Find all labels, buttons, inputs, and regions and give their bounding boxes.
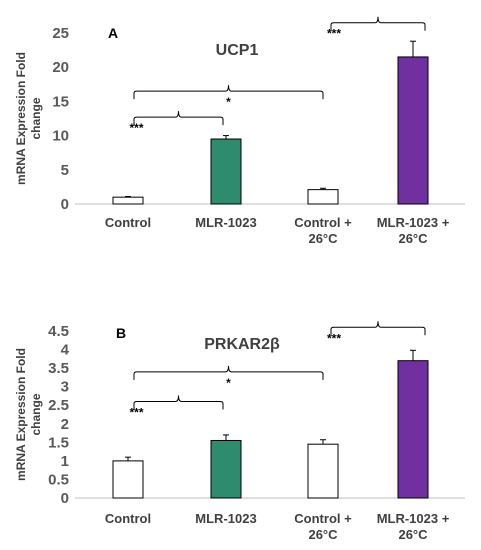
chart-title: UCP1 bbox=[216, 42, 259, 59]
y-tick-label: 1 bbox=[61, 453, 69, 470]
x-tick-label-line: Control bbox=[105, 511, 151, 526]
significance-bracket bbox=[330, 321, 426, 336]
x-tick-label: Control +26°C bbox=[294, 511, 352, 542]
chart-panel-b: B PRKAR2β mRNA Expression Foldchange 0 0.51 1… bbox=[14, 321, 465, 542]
significance-label: * bbox=[226, 95, 231, 109]
x-tick-label: Control bbox=[105, 215, 151, 230]
y-tick-label: 3.5 bbox=[48, 360, 69, 377]
x-tick-label-line: 26°C bbox=[398, 231, 428, 246]
x-tick-label-line: Control bbox=[105, 215, 151, 230]
chart-panel-a: A UCP1 mRNA Expression Foldchange 0 5 10 15 20 2… bbox=[14, 16, 465, 246]
bar bbox=[397, 56, 429, 205]
y-axis-label: mRNA Expression Foldchange bbox=[14, 348, 43, 481]
y-axis-label-line: mRNA Expression Fold bbox=[14, 348, 28, 481]
x-tick-label-line: 26°C bbox=[398, 527, 428, 542]
y-tick-label: 0.5 bbox=[48, 471, 69, 488]
bar bbox=[210, 138, 242, 205]
y-tick-label: 0 bbox=[61, 490, 69, 507]
y-tick-label: 25 bbox=[52, 25, 69, 42]
y-tick-label: 5 bbox=[61, 162, 69, 179]
x-tick-label: Control bbox=[105, 511, 151, 526]
y-tick-label: 3 bbox=[61, 379, 69, 396]
x-tick-label-line: MLR-1023 + bbox=[377, 511, 450, 526]
significance-label: *** bbox=[327, 331, 341, 345]
y-axis-label-line: mRNA Expression Fold bbox=[14, 52, 28, 185]
y-tick-label: 1.5 bbox=[48, 434, 69, 451]
y-tick-label: 0 bbox=[61, 196, 69, 213]
bar bbox=[112, 460, 144, 499]
x-tick-label-line: MLR-1023 bbox=[195, 511, 256, 526]
x-tick-label: MLR-1023 bbox=[195, 511, 256, 526]
x-tick-label-line: MLR-1023 bbox=[195, 215, 256, 230]
x-tick-label-line: 26°C bbox=[308, 527, 338, 542]
significance-label: * bbox=[226, 376, 231, 390]
y-tick-label: 4 bbox=[61, 342, 70, 359]
significance-label: *** bbox=[327, 27, 341, 41]
x-tick-label-line: MLR-1023 + bbox=[377, 215, 450, 230]
x-tick-label: Control +26°C bbox=[294, 215, 352, 246]
significance-bracket bbox=[330, 16, 426, 31]
y-tick-label: 20 bbox=[52, 59, 69, 76]
bar bbox=[307, 443, 339, 499]
chart-title: PRKAR2β bbox=[204, 336, 280, 353]
y-tick-label: 2.5 bbox=[48, 397, 69, 414]
significance-label: *** bbox=[129, 121, 143, 135]
y-axis-label-line: change bbox=[29, 393, 43, 435]
y-axis-label-line: change bbox=[29, 97, 43, 139]
y-tick-label: 15 bbox=[52, 93, 69, 110]
panel-label: B bbox=[116, 325, 126, 341]
x-tick-label: MLR-1023 +26°C bbox=[377, 215, 450, 246]
bar bbox=[397, 360, 429, 499]
bar bbox=[210, 439, 242, 499]
y-tick-label: 4.5 bbox=[48, 323, 69, 340]
x-tick-label-line: Control + bbox=[294, 511, 352, 526]
bar bbox=[307, 189, 339, 205]
significance-label: *** bbox=[129, 406, 143, 420]
x-tick-label: MLR-1023 +26°C bbox=[377, 511, 450, 542]
significance-bracket bbox=[133, 85, 324, 100]
x-tick-label: MLR-1023 bbox=[195, 215, 256, 230]
y-axis-label: mRNA Expression Foldchange bbox=[14, 52, 43, 185]
x-tick-label-line: 26°C bbox=[308, 231, 338, 246]
x-tick-label-line: Control + bbox=[294, 215, 352, 230]
y-tick-label: 2 bbox=[61, 416, 69, 433]
significance-bracket bbox=[133, 111, 224, 126]
panel-label: A bbox=[108, 25, 118, 41]
significance-bracket bbox=[133, 395, 224, 410]
bar bbox=[112, 196, 144, 205]
y-tick-label: 10 bbox=[52, 128, 69, 145]
